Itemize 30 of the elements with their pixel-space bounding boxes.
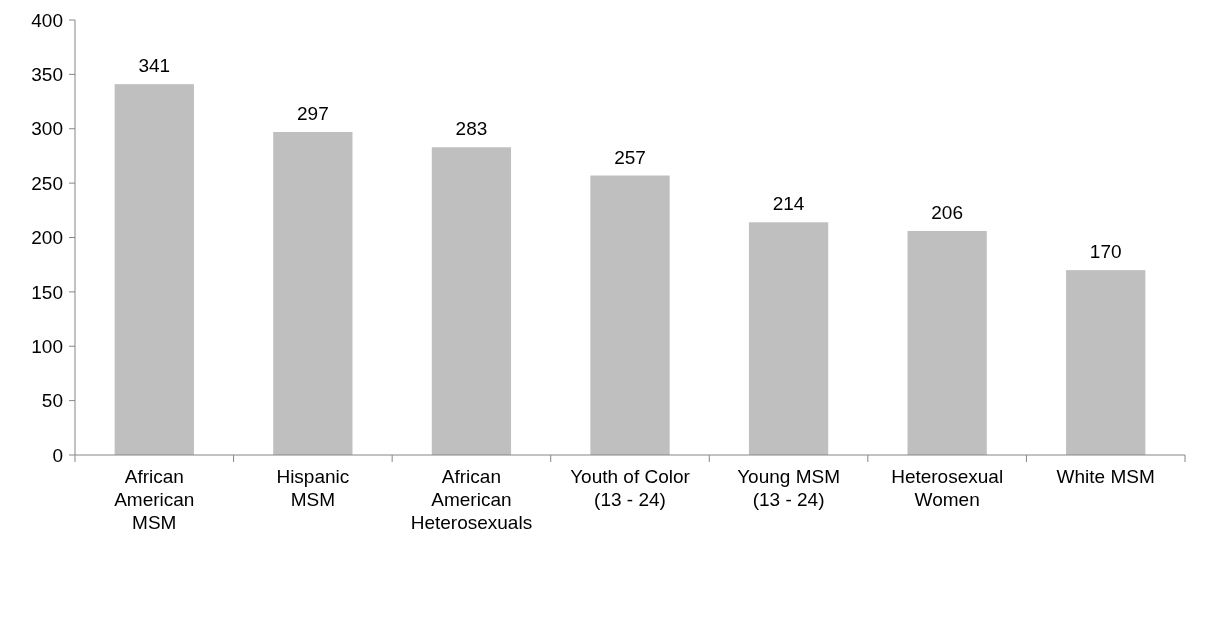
y-tick-label: 150 — [31, 281, 63, 303]
data-label: 283 — [455, 118, 488, 140]
y-tick-label: 0 — [52, 444, 63, 466]
y-tick-label: 350 — [31, 64, 63, 86]
bar — [431, 147, 512, 455]
y-tick-label: 400 — [31, 9, 63, 31]
x-tick-label: Heterosexual Women — [891, 466, 1004, 510]
data-label: 297 — [297, 103, 329, 125]
data-label: 257 — [614, 146, 646, 168]
bar — [748, 222, 829, 455]
y-tick-label: 100 — [31, 335, 63, 357]
data-label: 214 — [772, 193, 805, 215]
x-tick-label: White MSM — [1056, 466, 1155, 487]
y-tick-label: 200 — [31, 227, 63, 249]
data-label: 341 — [138, 55, 171, 77]
bar — [590, 175, 670, 455]
x-tick-label: Hispanic MSM — [276, 466, 350, 510]
bar — [907, 230, 987, 455]
bar — [114, 84, 194, 455]
x-tick-label: African American Heterosexuals — [410, 466, 533, 533]
x-tick-label: Young MSM (13 - 24) — [737, 466, 840, 510]
y-tick-label: 50 — [41, 390, 63, 412]
bar — [1066, 270, 1146, 455]
y-tick-label: 300 — [31, 118, 63, 140]
y-tick-label: 250 — [31, 172, 63, 194]
x-tick-label: African American MSM — [114, 466, 195, 533]
data-label: 170 — [1089, 241, 1122, 263]
data-label: 206 — [931, 201, 963, 223]
x-tick-label: Youth of Color (13 - 24) — [570, 466, 691, 510]
bar — [273, 132, 353, 455]
